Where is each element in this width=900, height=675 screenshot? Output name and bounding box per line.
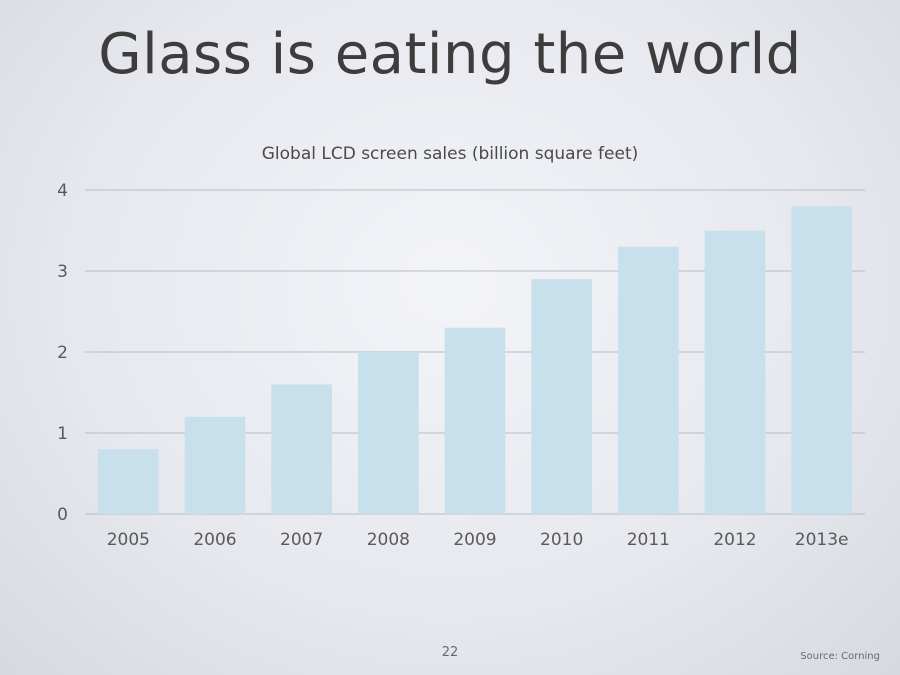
y-tick-label: 4 — [57, 181, 68, 201]
y-tick-labels: 0 1 2 3 4 — [57, 181, 68, 525]
x-tick-label: 2007 — [280, 530, 323, 550]
bar-2005 — [98, 449, 159, 514]
bar-2008 — [358, 352, 419, 514]
bar-2006 — [184, 416, 246, 514]
bar-2011 — [618, 246, 679, 514]
y-tick-label: 0 — [57, 505, 68, 525]
bar-2010 — [531, 279, 592, 514]
bars — [98, 206, 852, 514]
page-number: 22 — [441, 645, 459, 660]
slide-title: Glass is eating the world — [98, 22, 802, 87]
bar-2007 — [271, 384, 332, 514]
x-tick-label: 2009 — [453, 530, 496, 550]
x-tick-label: 2008 — [367, 530, 410, 550]
x-tick-label: 2012 — [713, 530, 756, 550]
source-note: Source: Corning — [800, 651, 880, 662]
bar-2009 — [444, 327, 506, 514]
chart-title: Global LCD screen sales (billion square … — [261, 144, 639, 164]
bar-2012 — [704, 230, 766, 514]
x-tick-label: 2013e — [795, 530, 849, 550]
y-tick-label: 2 — [57, 343, 68, 363]
x-tick-labels: 2005 2006 2007 2008 2009 2010 2011 2012 2013e — [107, 530, 849, 550]
x-tick-label: 2011 — [627, 530, 670, 550]
y-tick-label: 1 — [57, 424, 68, 444]
x-tick-label: 2010 — [540, 530, 583, 550]
x-tick-label: 2006 — [193, 530, 236, 550]
bar-2013e — [791, 206, 852, 514]
y-tick-label: 3 — [57, 262, 68, 282]
x-tick-label: 2005 — [107, 530, 150, 550]
